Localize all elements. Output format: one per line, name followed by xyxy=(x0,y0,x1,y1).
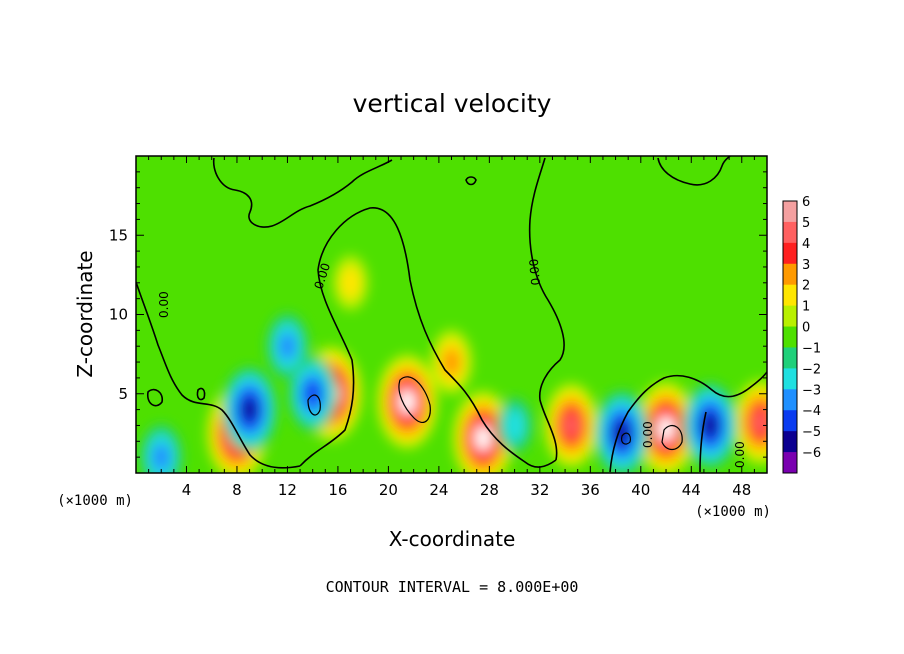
x-tick-label: 24 xyxy=(429,481,448,499)
field-blob xyxy=(702,413,718,438)
zero-contour-line xyxy=(136,281,301,469)
colorbar-label: −2 xyxy=(802,362,821,377)
colorbar-label: −4 xyxy=(802,404,821,419)
field-blob xyxy=(242,398,257,422)
field-core xyxy=(399,389,416,414)
field-blob xyxy=(442,348,461,376)
colorbar-label: 5 xyxy=(802,216,810,231)
extreme-contour-line xyxy=(621,432,631,445)
x-tick-label: 8 xyxy=(232,481,242,499)
contour-label: 0.00 xyxy=(527,258,543,286)
contour-label: 0.00 xyxy=(641,421,655,448)
y-tick-label: 5 xyxy=(118,385,128,403)
field-blob xyxy=(339,266,362,300)
y-axis-title: Z-coordinate xyxy=(73,250,97,377)
field-blob xyxy=(614,421,630,445)
field-blob xyxy=(504,408,526,442)
zero-contour-line xyxy=(465,176,477,186)
contour-label: 0.00 xyxy=(157,291,171,318)
zero-contour-line xyxy=(657,156,731,186)
extreme-contour-line xyxy=(398,376,431,423)
colorbar-label: 3 xyxy=(802,258,810,273)
x-tick-label: 16 xyxy=(328,481,347,499)
field-blob xyxy=(152,443,171,472)
contour-interval-text: CONTOUR INTERVAL = 8.000E+00 xyxy=(326,578,579,596)
x-tick-label: 4 xyxy=(182,481,192,499)
x-tick-label: 28 xyxy=(480,481,499,499)
colorbar-cell xyxy=(783,284,797,307)
colorbar-cell xyxy=(783,263,797,286)
x-tick-label: 32 xyxy=(530,481,549,499)
x-tick-label: 44 xyxy=(682,481,701,499)
field-core xyxy=(475,426,492,451)
colorbar-cell xyxy=(783,410,797,432)
colorbar-cell xyxy=(783,326,797,348)
zero-contour-line xyxy=(699,411,707,473)
contour-labels: 0.00 0.00 0.00 0.00 0.00 xyxy=(157,258,747,468)
field-blob xyxy=(563,413,579,438)
colorbar-cell xyxy=(783,368,797,390)
colorbar-label: 1 xyxy=(802,300,810,315)
colorbar-cell xyxy=(783,452,797,474)
colorbar-label: −1 xyxy=(802,341,821,356)
colorbar-label: −6 xyxy=(802,446,821,461)
colorbar: 6 5 4 3 2 1 0 −1 −2 −3 −4 −5 −6 xyxy=(782,195,821,474)
zero-contour-line xyxy=(196,387,206,401)
x-tick-label: 12 xyxy=(278,481,297,499)
x-tick-label: 40 xyxy=(631,481,650,499)
zero-contour-line xyxy=(212,157,393,228)
contour-label: 0.00 xyxy=(733,441,747,468)
x-tick-label: 48 xyxy=(732,481,751,499)
colorbar-cell xyxy=(783,389,797,411)
y-tick-label: 15 xyxy=(109,226,128,244)
chart-title: vertical velocity xyxy=(353,89,552,118)
x-unit-label-right: (×1000 m) xyxy=(695,504,771,520)
colorbar-cell xyxy=(783,431,797,453)
colorbar-cell xyxy=(783,305,797,328)
colorbar-cell xyxy=(783,221,797,244)
field-blob xyxy=(304,381,321,407)
colorbar-label: 4 xyxy=(802,237,810,252)
zero-contour-line xyxy=(146,388,164,407)
field-blob xyxy=(278,332,297,361)
field-blob xyxy=(753,410,767,434)
extreme-contour-line xyxy=(661,425,683,451)
colorbar-label: −5 xyxy=(802,425,821,440)
colorbar-label: 0 xyxy=(802,321,810,336)
colorbar-label: 2 xyxy=(802,279,810,294)
x-axis-title: X-coordinate xyxy=(389,527,516,551)
colorbar-cell xyxy=(783,201,797,223)
heatmap-field xyxy=(136,156,767,473)
zero-contour-line xyxy=(299,207,557,468)
zero-contour-line xyxy=(307,394,321,416)
y-tick-label: 10 xyxy=(109,306,128,324)
x-tick-label: 36 xyxy=(581,481,600,499)
colorbar-label: 6 xyxy=(802,195,810,210)
colorbar-frame xyxy=(782,200,798,474)
zero-contour-line xyxy=(528,157,565,461)
zero-contour-line xyxy=(609,371,767,473)
colorbar-cell xyxy=(783,347,797,369)
colorbar-label: −3 xyxy=(802,383,821,398)
x-tick-label: 20 xyxy=(379,481,398,499)
x-unit-label-left: (×1000 m) xyxy=(57,493,133,509)
colorbar-cell xyxy=(783,242,797,265)
